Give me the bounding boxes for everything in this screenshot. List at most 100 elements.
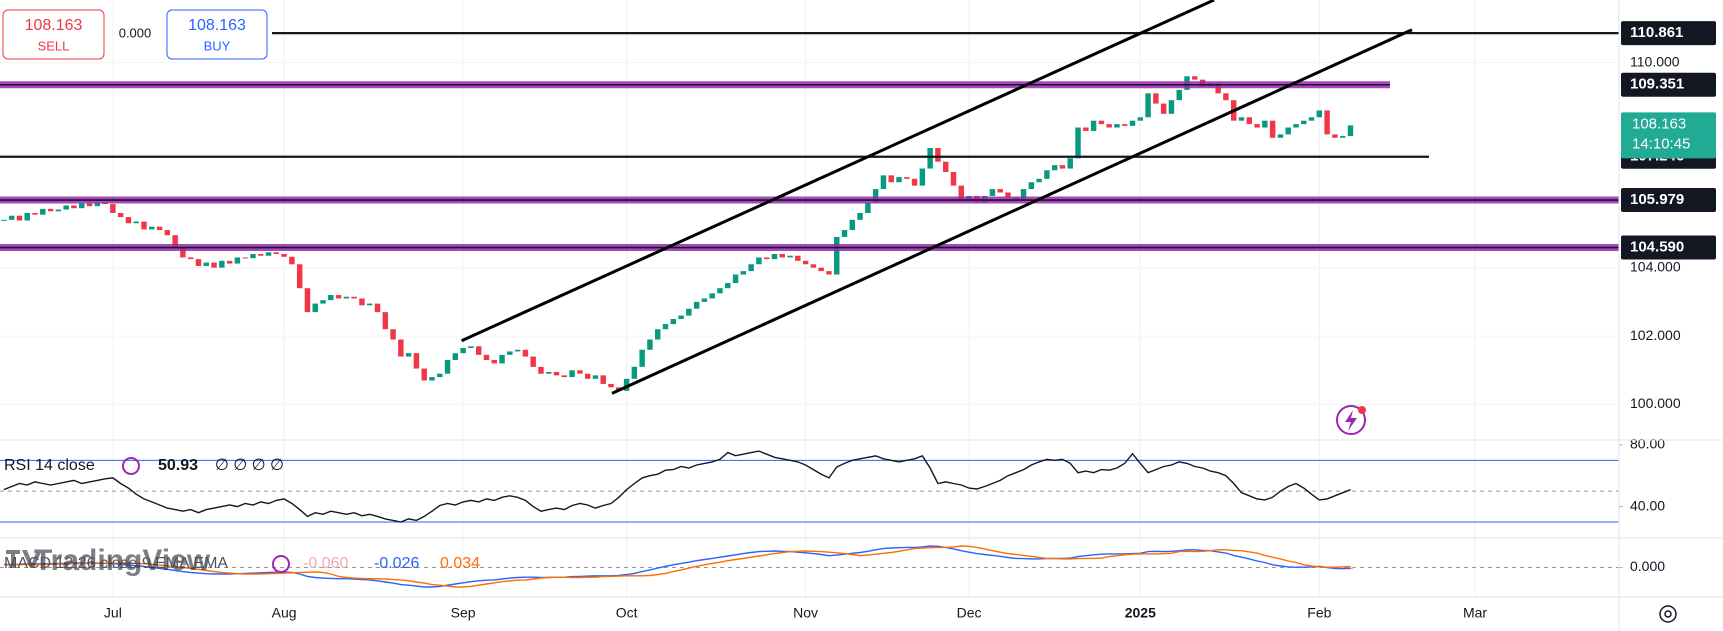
candle xyxy=(273,252,280,255)
macd-settings[interactable] xyxy=(272,555,290,573)
candle xyxy=(390,329,396,340)
rsi-extra: ∅ ∅ ∅ ∅ xyxy=(215,457,284,474)
rsi-settings[interactable] xyxy=(122,457,140,475)
sell-button[interactable] xyxy=(2,9,105,60)
candle xyxy=(927,148,933,169)
alert-circle xyxy=(1336,405,1366,435)
level-label-box xyxy=(1621,21,1716,46)
line xyxy=(3,545,1351,588)
candle xyxy=(359,298,365,306)
sell-label: SELL xyxy=(38,38,70,53)
candle xyxy=(1106,124,1112,128)
candle xyxy=(343,296,350,299)
candle xyxy=(421,368,427,381)
rsi-title: RSI 14 close xyxy=(4,457,95,474)
candle xyxy=(958,185,965,200)
gear-center xyxy=(1664,610,1672,618)
candle xyxy=(16,215,23,221)
candle xyxy=(826,271,832,275)
candle xyxy=(997,189,1003,193)
watermark-text: TradingView xyxy=(34,544,211,577)
candle xyxy=(989,189,996,196)
level-label-box xyxy=(1621,72,1716,97)
candle xyxy=(172,235,178,248)
candle xyxy=(1090,120,1097,131)
candle xyxy=(546,371,552,374)
candle xyxy=(94,202,101,207)
candle xyxy=(802,260,809,265)
candle xyxy=(592,375,599,379)
candle xyxy=(55,209,62,212)
candle xyxy=(1192,76,1198,80)
candle xyxy=(538,366,544,374)
candle xyxy=(335,295,342,299)
buy-price: 108.163 xyxy=(188,17,246,34)
candle xyxy=(281,254,287,257)
candle xyxy=(117,212,124,218)
candle xyxy=(1028,182,1035,190)
candle xyxy=(1238,117,1245,121)
candle xyxy=(110,204,116,213)
candle xyxy=(896,177,902,183)
candle xyxy=(234,257,241,264)
candle xyxy=(437,373,443,378)
line xyxy=(3,450,1351,523)
candle xyxy=(475,346,482,355)
alert-icon[interactable] xyxy=(1336,405,1366,435)
candle xyxy=(763,257,770,260)
candle xyxy=(717,288,723,294)
macd-value: -0.026 xyxy=(374,555,419,572)
macd-histogram-value: -0.060 xyxy=(303,555,348,572)
candle xyxy=(125,217,132,224)
candle xyxy=(452,353,459,360)
candle xyxy=(164,230,171,236)
candle xyxy=(834,236,840,275)
candle xyxy=(351,296,357,299)
candle xyxy=(678,315,684,319)
candle xyxy=(141,221,147,230)
candle xyxy=(413,353,420,369)
candle xyxy=(872,189,879,203)
level-label: 109.351 xyxy=(1630,76,1684,93)
candle xyxy=(86,203,93,207)
x-tick-label: Sep xyxy=(451,605,476,621)
candle xyxy=(24,212,30,221)
candle xyxy=(1324,110,1330,135)
buy-button[interactable] xyxy=(166,9,268,60)
candle xyxy=(1083,127,1089,131)
settings-icon[interactable] xyxy=(1659,605,1677,623)
candle xyxy=(312,303,318,313)
candle xyxy=(1347,125,1354,137)
candle xyxy=(740,271,747,275)
candle xyxy=(133,221,139,224)
candle xyxy=(265,252,272,256)
candle xyxy=(779,254,785,258)
level-label: 105.979 xyxy=(1630,191,1684,208)
trend-line xyxy=(460,0,1215,343)
candle xyxy=(569,370,575,378)
candle xyxy=(1254,124,1260,128)
candle xyxy=(195,259,202,266)
candle xyxy=(1285,127,1291,135)
candle xyxy=(1020,189,1027,200)
candle xyxy=(429,377,435,381)
trade-panel: 108.163 SELL 0.000 108.163 BUY xyxy=(2,9,268,60)
y-tick-label: 0.000 xyxy=(1630,558,1665,574)
spread: 0.000 xyxy=(119,25,152,40)
candle xyxy=(1339,136,1346,138)
candle xyxy=(258,254,264,256)
last-price-box xyxy=(1621,112,1716,159)
candle xyxy=(810,264,817,268)
candle xyxy=(1044,170,1050,179)
sell-price: 108.163 xyxy=(25,17,83,34)
y-tick-label: 104.000 xyxy=(1630,258,1681,274)
candle xyxy=(32,212,38,215)
candle xyxy=(444,360,451,374)
candle xyxy=(40,208,46,215)
candle xyxy=(1262,120,1268,128)
candle xyxy=(1277,134,1284,138)
candle xyxy=(865,202,871,213)
line xyxy=(3,545,1351,588)
x-tick-label: Aug xyxy=(272,605,297,621)
